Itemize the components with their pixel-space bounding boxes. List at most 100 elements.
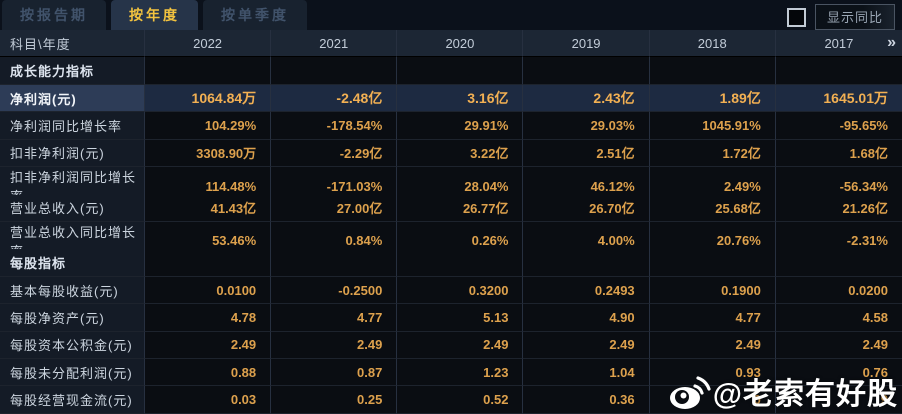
data-row[interactable]: 净利润(元) 1064.84万 -2.48亿 3.16亿 2.43亿 1.89亿 1645.…: [0, 84, 902, 113]
value-cell: 1.23: [397, 359, 524, 387]
section-empty-cell: [523, 57, 650, 85]
value-cell: 2.49: [775, 331, 902, 360]
data-row[interactable]: 每股资本公积金(元) 2.49 2.49 2.49 2.49 2.49 2.49: [0, 331, 902, 360]
value-cell: 0.93: [649, 359, 776, 387]
section-empty-cell: [649, 57, 776, 85]
value-cell: -178.54%: [271, 112, 398, 140]
data-row[interactable]: 营业总收入同比增长率53.46%0.84%0.26%4.00%20.76%-2.…: [0, 221, 902, 261]
row-label: 营业总收入(元): [0, 194, 145, 222]
value-cell: 4.78: [145, 304, 272, 332]
value-cell: 0.03: [145, 386, 272, 414]
value-cell: -95.65%: [775, 112, 902, 140]
year-header-2018: 2018: [649, 30, 776, 58]
year-header-2022: 2022: [145, 30, 272, 58]
data-row[interactable]: 营业总收入(元) 41.43亿 27.00亿 26.77亿 26.70亿 25.68亿 21…: [0, 194, 902, 222]
year-header-2021: 2021: [271, 30, 398, 58]
value-cell: 0.0200: [775, 276, 902, 305]
section-empty-cell: [271, 57, 398, 85]
row-label: 净利润(元): [0, 84, 145, 113]
value-cell: 104.29%: [145, 112, 272, 140]
value-cell: 26.77亿: [397, 194, 524, 222]
value-cell: 0.1900: [649, 276, 776, 305]
value-cell: 2.49: [523, 331, 650, 360]
value-cell: 2.49: [397, 331, 524, 360]
value-cell: 3.16亿: [397, 84, 524, 113]
data-row[interactable]: 基本每股收益(元) 0.0100 -0.2500 0.3200 0.2493 0.1900…: [0, 276, 902, 305]
value-cell: 1.89亿: [649, 84, 776, 113]
value-cell: 1064.84万: [145, 84, 272, 113]
value-cell: 0.25: [271, 386, 398, 414]
value-cell: 0.76: [775, 359, 902, 387]
value-cell: 3308.90万: [145, 139, 272, 168]
corner-header: 科目\年度: [0, 30, 145, 58]
table-header-row: 科目\年度 2022 2021 2020 2019 2018 2017»: [0, 30, 902, 58]
value-cell: 0.0100: [145, 276, 272, 305]
year-header-2017: 2017»: [775, 30, 902, 58]
value-cell: 2.43亿: [523, 84, 650, 113]
value-cell: 2.49: [649, 331, 776, 360]
value-cell: 1645.01万: [775, 84, 902, 113]
data-row[interactable]: 每股未分配利润(元) 0.88 0.87 1.23 1.04 0.93 0.76: [0, 359, 902, 387]
section-empty-cell: [523, 249, 650, 277]
value-cell: 29.91%: [397, 112, 524, 140]
value-cell: 2.49: [145, 331, 272, 360]
section-row: 成长能力指标: [0, 57, 902, 85]
value-cell: -2.48亿: [271, 84, 398, 113]
tab-by-year[interactable]: 按年度: [111, 0, 198, 30]
value-cell: 1045.91%: [649, 112, 776, 140]
data-row[interactable]: 净利润同比增长率 104.29% -178.54% 29.91% 29.03% 1045.…: [0, 112, 902, 140]
value-cell: 0.3200: [397, 276, 524, 305]
value-cell: 3.22亿: [397, 139, 524, 168]
value-cell: 0.88: [145, 359, 272, 387]
value-cell: 4.77: [649, 304, 776, 332]
section-empty-cell: [145, 249, 272, 277]
section-empty-cell: [271, 249, 398, 277]
value-cell: 1.68亿: [775, 139, 902, 168]
value-cell: 29.03%: [523, 112, 650, 140]
data-row[interactable]: 扣非净利润同比增长率114.48%-171.03%28.04%46.12%2.4…: [0, 167, 902, 207]
row-label: 每股经营现金流(元): [0, 386, 145, 414]
value-cell: 0.2493: [523, 276, 650, 305]
data-row[interactable]: 每股净资产(元) 4.78 4.77 5.13 4.90 4.77 4.58: [0, 304, 902, 332]
tab-bar: 按报告期 按年度 按单季度: [0, 0, 902, 30]
section-empty-cell: [775, 57, 902, 85]
year-header-2020: 2020: [397, 30, 524, 58]
row-label: 成长能力指标: [0, 57, 145, 85]
tab-by-quarter[interactable]: 按单季度: [203, 0, 307, 30]
value-cell: 5.13: [397, 304, 524, 332]
value-cell: 1.72亿: [649, 139, 776, 168]
value-cell: 1.04: [523, 359, 650, 387]
value-cell: 0.52: [397, 386, 524, 414]
row-label: 每股未分配利润(元): [0, 359, 145, 387]
year-header-2019: 2019: [523, 30, 650, 58]
more-years-icon[interactable]: »: [887, 34, 896, 52]
row-label: 扣非净利润(元): [0, 139, 145, 168]
row-label: 每股资本公积金(元): [0, 331, 145, 360]
row-label: 每股净资产(元): [0, 304, 145, 332]
value-cell: 27.00亿: [271, 194, 398, 222]
value-cell: 0.87: [271, 359, 398, 387]
data-row[interactable]: 扣非净利润(元) 3308.90万 -2.29亿 3.22亿 2.51亿 1.72亿 1.6…: [0, 139, 902, 168]
value-cell: 25.68亿: [649, 194, 776, 222]
value-cell: 26.70亿: [523, 194, 650, 222]
section-empty-cell: [397, 249, 524, 277]
value-cell: 2.51亿: [523, 139, 650, 168]
yoy-checkbox[interactable]: [786, 7, 806, 27]
value-cell: 2.49: [271, 331, 398, 360]
yoy-control: 显示同比: [786, 4, 895, 30]
value-cell: 9: [775, 386, 902, 414]
financial-table: 科目\年度 2022 2021 2020 2019 2018 2017» 成长能力指标 净利…: [0, 30, 902, 414]
row-label: 基本每股收益(元): [0, 276, 145, 305]
section-empty-cell: [397, 57, 524, 85]
tab-by-report-period[interactable]: 按报告期: [2, 0, 106, 30]
section-empty-cell: [145, 57, 272, 85]
value-cell: 0.36: [523, 386, 650, 414]
section-empty-cell: [649, 249, 776, 277]
value-cell: 4.90: [523, 304, 650, 332]
yoy-label[interactable]: 显示同比: [814, 4, 895, 30]
data-row[interactable]: 每股经营现金流(元) 0.03 0.25 0.52 0.36 0 9: [0, 386, 902, 414]
value-cell: -0.2500: [271, 276, 398, 305]
value-cell: 21.26亿: [775, 194, 902, 222]
section-empty-cell: [775, 249, 902, 277]
